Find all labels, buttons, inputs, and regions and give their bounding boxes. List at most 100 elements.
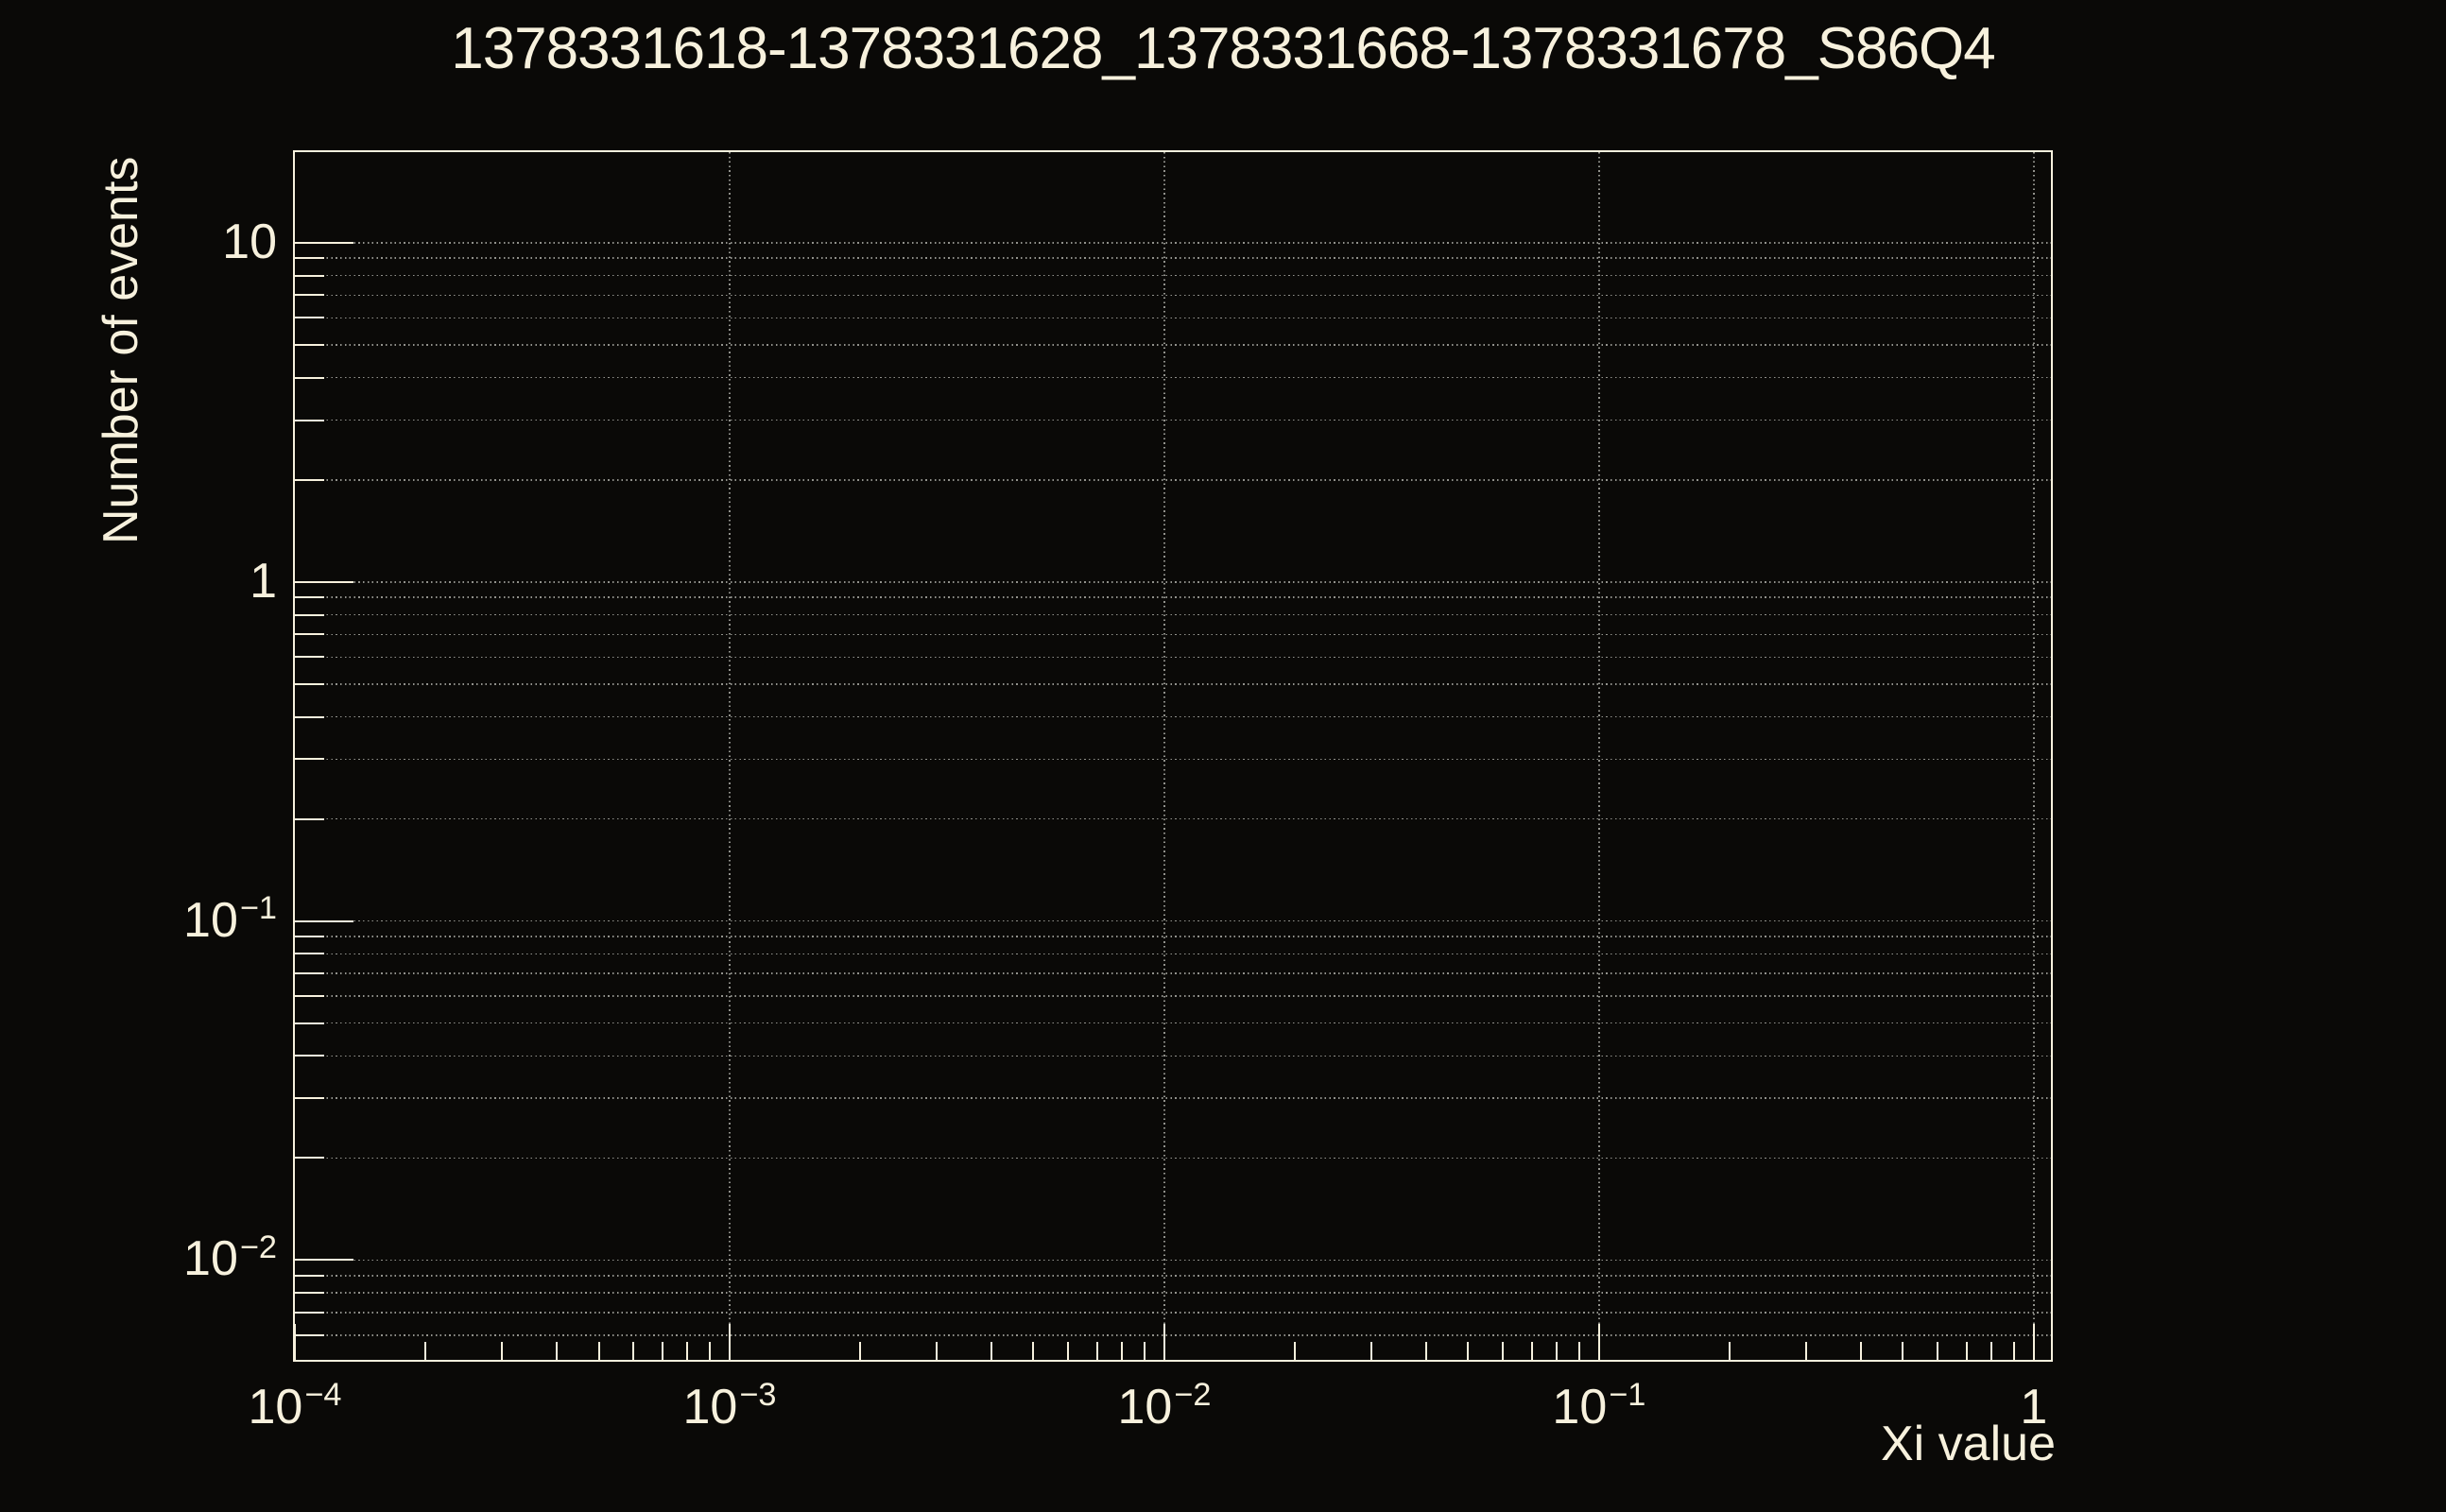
tick-label-exponent: −2	[1174, 1377, 1212, 1414]
y-minor-tick	[295, 633, 324, 636]
y-minor-tick	[295, 1022, 324, 1024]
y-minor-tick	[295, 1157, 324, 1160]
tick-label-exponent: −1	[1609, 1377, 1646, 1414]
y-minor-tick	[295, 656, 324, 659]
y-gridline	[295, 478, 2051, 481]
y-minor-tick	[295, 758, 324, 761]
y-gridline	[295, 656, 2051, 659]
y-gridline	[295, 580, 2051, 583]
x-tick-label: 1	[1921, 1383, 2147, 1432]
tick-label-base: 10	[183, 892, 238, 948]
tick-label-base: 10	[248, 1380, 303, 1435]
x-minor-tick	[1467, 1342, 1470, 1360]
y-minor-tick	[295, 936, 324, 937]
y-minor-tick	[295, 817, 324, 820]
x-minor-tick	[686, 1342, 689, 1360]
y-gridline	[295, 242, 2051, 244]
x-minor-tick	[661, 1342, 663, 1360]
y-gridline	[295, 919, 2051, 922]
x-gridline	[2033, 152, 2035, 1360]
y-minor-tick	[295, 953, 324, 955]
x-minor-tick	[597, 1342, 600, 1360]
x-minor-tick	[1729, 1342, 1731, 1360]
y-gridline	[295, 972, 2051, 974]
x-minor-tick	[708, 1342, 711, 1360]
tick-label-base: 1	[2020, 1380, 2048, 1435]
y-major-tick	[295, 241, 353, 244]
x-minor-tick	[1294, 1342, 1297, 1360]
plot-frame	[293, 150, 2053, 1362]
x-minor-tick	[1370, 1342, 1373, 1360]
x-major-tick	[294, 1324, 296, 1360]
y-gridline	[295, 274, 2051, 277]
y-gridline	[295, 317, 2051, 319]
y-gridline	[295, 1259, 2051, 1262]
x-minor-tick	[1501, 1342, 1504, 1360]
x-tick-label: 10−2	[1051, 1379, 1278, 1435]
y-gridline	[295, 344, 2051, 346]
x-minor-tick	[1965, 1342, 1968, 1360]
x-minor-tick	[1066, 1342, 1069, 1360]
y-minor-tick	[295, 343, 324, 346]
y-gridline	[295, 1292, 2051, 1295]
y-minor-tick	[295, 1097, 324, 1100]
y-minor-tick	[295, 317, 324, 319]
tick-label-base: 10	[222, 214, 277, 269]
y-gridline	[295, 633, 2051, 636]
y-gridline	[295, 419, 2051, 421]
y-minor-tick	[295, 1334, 324, 1337]
x-minor-tick	[631, 1342, 634, 1360]
x-major-tick	[2032, 1324, 2035, 1360]
y-minor-tick	[295, 294, 324, 297]
y-minor-tick	[295, 376, 324, 379]
y-tick-label: 1	[0, 557, 277, 606]
x-minor-tick	[1990, 1342, 1993, 1360]
x-minor-tick	[1530, 1342, 1533, 1360]
x-gridline	[1598, 152, 1600, 1360]
x-axis-title: Xi value	[1881, 1417, 2056, 1471]
x-minor-tick	[990, 1342, 992, 1360]
x-minor-tick	[424, 1342, 427, 1360]
y-gridline	[295, 953, 2051, 955]
tick-label-base: 10	[682, 1380, 738, 1435]
x-minor-tick	[1424, 1342, 1427, 1360]
x-minor-tick	[2012, 1342, 2015, 1360]
y-minor-tick	[295, 1274, 324, 1277]
tick-label-base: 10	[1117, 1380, 1173, 1435]
y-gridline	[295, 936, 2051, 937]
y-minor-tick	[295, 596, 324, 599]
y-gridline	[295, 1312, 2051, 1314]
x-tick-label: 10−3	[616, 1379, 843, 1435]
x-minor-tick	[1143, 1342, 1145, 1360]
y-minor-tick	[295, 1312, 324, 1314]
y-minor-tick	[295, 478, 324, 481]
y-tick-label: 10	[0, 217, 277, 266]
x-minor-tick	[1121, 1342, 1124, 1360]
y-gridline	[295, 1097, 2051, 1100]
x-tick-label: 10−1	[1486, 1379, 1713, 1435]
x-minor-tick	[1859, 1342, 1862, 1360]
y-gridline	[295, 376, 2051, 379]
x-minor-tick	[1556, 1342, 1559, 1360]
y-gridline	[295, 715, 2051, 718]
y-minor-tick	[295, 972, 324, 975]
x-minor-tick	[555, 1342, 558, 1360]
tick-label-base: 10	[1552, 1380, 1608, 1435]
x-tick-label: 10−4	[181, 1379, 408, 1435]
tick-label-exponent: −4	[304, 1377, 342, 1414]
y-minor-tick	[295, 613, 324, 616]
x-minor-tick	[859, 1342, 862, 1360]
x-minor-tick	[1936, 1342, 1938, 1360]
y-gridline	[295, 817, 2051, 820]
x-minor-tick	[501, 1342, 504, 1360]
y-major-tick	[295, 580, 353, 583]
y-gridline	[295, 995, 2051, 997]
tick-label-exponent: −3	[739, 1377, 777, 1414]
tick-label-exponent: −1	[239, 889, 277, 926]
y-gridline	[295, 1275, 2051, 1277]
y-gridline	[295, 682, 2051, 685]
x-major-tick	[1597, 1324, 1600, 1360]
x-major-tick	[1163, 1324, 1165, 1360]
y-gridline	[295, 596, 2051, 598]
